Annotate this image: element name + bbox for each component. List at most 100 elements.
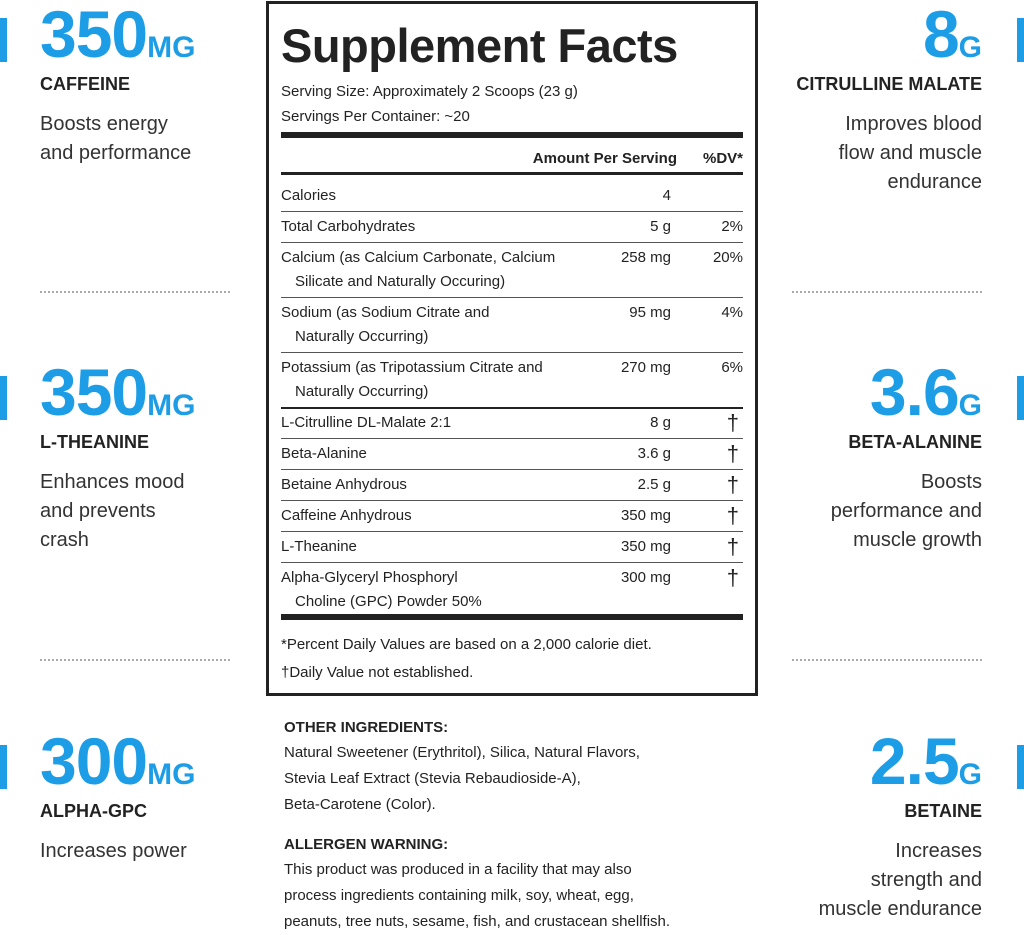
section-text: process ingredients containing milk, soy… [284,887,634,904]
feature-name: CAFFEINE [40,74,130,94]
section-text: Beta-Carotene (Color). [284,796,436,813]
feature-description: muscle growth [853,529,982,551]
nutrient-name: Calories [281,187,337,204]
nutrient-amount: 4 [662,187,671,204]
nutrient-dv: † [726,472,739,497]
nutrient-name: Choline (GPC) Powder 50% [295,593,482,610]
feature-name: CITRULLINE MALATE [796,74,982,94]
accent-bar [1017,18,1024,62]
feature-amount: 2.5G [870,728,982,807]
servings-per-container: Servings Per Container: ~20 [281,108,470,125]
feature-amount: 3.6G [870,359,982,438]
nutrient-name: Calcium (as Calcium Carbonate, Calcium [281,249,556,266]
footnote: *Percent Daily Values are based on a 2,0… [281,636,652,653]
row-rule [281,211,743,212]
row-rule [281,438,743,439]
section-rule [281,407,743,409]
row-rule [281,297,743,298]
amount-unit: MG [147,31,196,64]
feature-description: and prevents [40,500,156,522]
feature-description: Increases [895,840,982,862]
feature-amount: 8G [923,1,982,80]
medium-rule [281,172,743,175]
section-heading: OTHER INGREDIENTS: [284,719,449,736]
dotted-separator [40,291,230,293]
feature-description: and performance [40,142,192,164]
nutrient-name: Caffeine Anhydrous [281,507,412,524]
nutrient-name: Naturally Occurring) [295,383,429,400]
feature-description: strength and [870,869,982,891]
nutrient-name: Sodium (as Sodium Citrate and [281,304,490,321]
nutrient-dv: † [726,503,739,528]
amount-unit: MG [147,389,196,422]
accent-bar [1017,745,1024,789]
nutrient-dv: † [726,441,739,466]
nutrient-name: Alpha-Glyceryl Phosphoryl [281,569,458,586]
amount-header: Amount Per Serving [532,150,677,167]
feature-description: muscle endurance [818,898,982,920]
row-rule [281,352,743,353]
feature-name: BETA-ALANINE [848,432,982,452]
thick-rule [281,132,743,138]
accent-bar [0,376,7,420]
nutrient-name: Total Carbohydrates [281,218,416,235]
amount-unit: G [958,31,982,64]
nutrient-amount: 5 g [650,218,671,235]
nutrient-name: Beta-Alanine [281,445,367,462]
amount-unit: G [958,758,982,791]
feature-description: Increases power [40,840,187,862]
amount-number: 2.5 [869,724,960,798]
feature-description: performance and [830,500,982,522]
feature-description: Boosts energy [40,113,168,135]
nutrient-dv: 6% [721,359,743,376]
feature-description: endurance [887,171,982,193]
dotted-separator [792,659,982,661]
feature-name: BETAINE [904,801,982,821]
amount-number: 350 [40,355,148,429]
nutrient-amount: 258 mg [620,249,671,266]
nutrient-dv: † [726,565,739,590]
nutrient-amount: 350 mg [620,538,671,555]
amount-number: 3.6 [869,355,960,429]
feature-name: L-THEANINE [40,432,149,452]
row-rule [281,562,743,563]
section-text: Natural Sweetener (Erythritol), Silica, … [284,744,640,761]
feature-amount: 300MG [40,728,196,807]
amount-unit: MG [147,758,196,791]
nutrient-dv: † [726,534,739,559]
section-text: Stevia Leaf Extract (Stevia Rebaudioside… [284,770,581,787]
nutrient-name: Potassium (as Tripotassium Citrate and [281,359,543,376]
nutrient-name: L-Theanine [281,538,357,555]
feature-description: Improves blood [845,113,982,135]
nutrient-name: Silicate and Naturally Occuring) [295,273,506,290]
nutrient-name: Naturally Occurring) [295,328,429,345]
section-text: This product was produced in a facility … [284,861,632,878]
feature-amount: 350MG [40,359,196,438]
amount-number: 300 [40,724,148,798]
section-text: peanuts, tree nuts, sesame, fish, and cr… [284,913,671,930]
nutrient-dv: † [726,410,739,435]
feature-description: crash [40,529,89,551]
nutrient-amount: 350 mg [620,507,671,524]
amount-number: 350 [40,0,148,71]
nutrient-dv: 4% [721,304,743,321]
nutrient-dv: 20% [712,249,743,266]
row-rule [281,531,743,532]
accent-bar [1017,376,1024,420]
nutrient-name: L-Citrulline DL-Malate 2:1 [281,414,452,431]
amount-unit: G [958,389,982,422]
accent-bar [0,745,7,789]
row-rule [281,242,743,243]
dotted-separator [792,291,982,293]
feature-amount: 350MG [40,0,196,80]
nutrient-amount: 270 mg [620,359,671,376]
nutrient-amount: 3.6 g [637,445,671,462]
section-heading: ALLERGEN WARNING: [284,836,449,853]
row-rule [281,469,743,470]
dv-header: %DV* [702,150,743,167]
supplement-facts-panel: Supplement Facts Serving Size: Approxima… [266,1,758,696]
serving-size: Serving Size: Approximately 2 Scoops (23… [281,83,578,100]
nutrient-amount: 300 mg [620,569,671,586]
panel-title: Supplement Facts [281,19,678,72]
